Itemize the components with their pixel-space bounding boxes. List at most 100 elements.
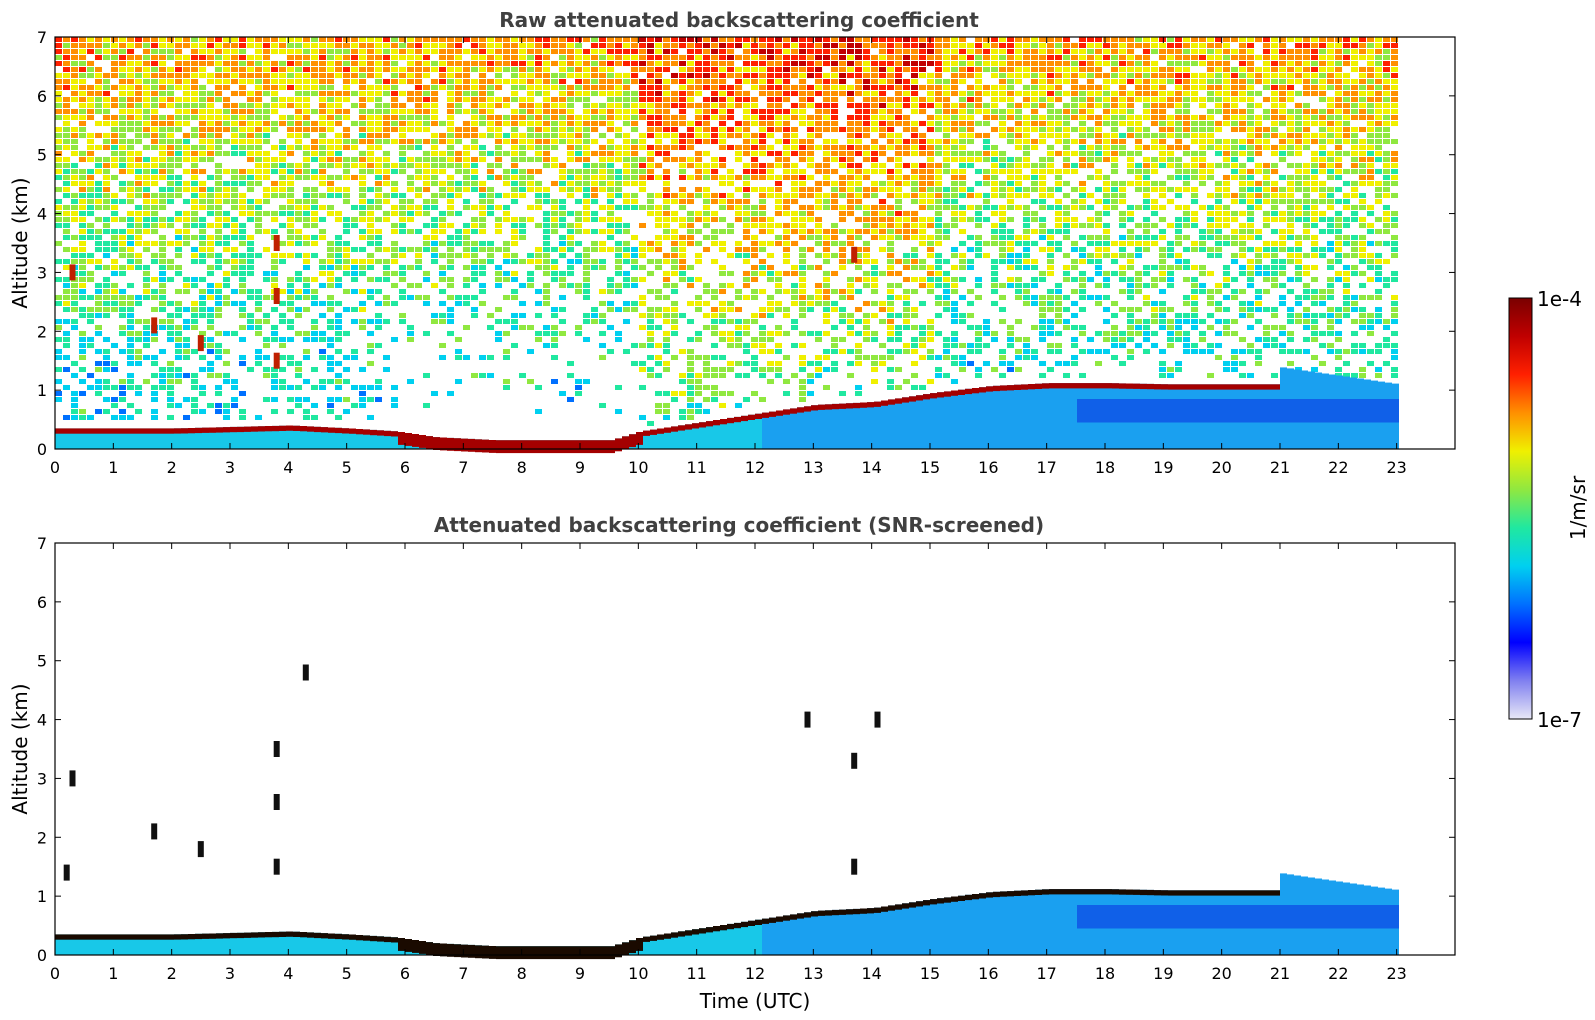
noise-cell bbox=[423, 163, 430, 168]
noise-cell bbox=[519, 181, 526, 186]
noise-cell bbox=[919, 163, 926, 168]
noise-cell bbox=[527, 37, 534, 42]
noise-cell bbox=[991, 187, 998, 192]
noise-cell bbox=[695, 379, 702, 384]
noise-cell bbox=[999, 247, 1006, 252]
noise-cell bbox=[711, 97, 718, 102]
noise-cell bbox=[479, 91, 486, 96]
noise-cell bbox=[199, 109, 206, 114]
noise-cell bbox=[135, 43, 142, 48]
noise-cell bbox=[495, 205, 502, 210]
noise-cell bbox=[967, 247, 974, 252]
noise-cell bbox=[183, 283, 190, 288]
noise-cell bbox=[815, 217, 822, 222]
noise-cell bbox=[263, 211, 270, 216]
noise-cell bbox=[599, 217, 606, 222]
noise-cell bbox=[975, 61, 982, 66]
noise-cell bbox=[111, 61, 118, 66]
noise-cell bbox=[735, 67, 742, 72]
noise-cell bbox=[855, 85, 862, 90]
noise-cell bbox=[719, 145, 726, 150]
noise-cell bbox=[247, 145, 254, 150]
noise-cell bbox=[551, 61, 558, 66]
noise-cell bbox=[943, 307, 950, 312]
noise-cell bbox=[695, 127, 702, 132]
noise-cell bbox=[247, 151, 254, 156]
noise-cell bbox=[295, 139, 302, 144]
noise-cell bbox=[335, 331, 342, 336]
noise-cell bbox=[247, 181, 254, 186]
noise-cell bbox=[263, 55, 270, 60]
noise-cell bbox=[79, 331, 86, 336]
noise-cell bbox=[775, 103, 782, 108]
noise-cell bbox=[311, 85, 318, 90]
noise-cell bbox=[503, 253, 510, 258]
noise-cell bbox=[231, 181, 238, 186]
noise-cell bbox=[223, 73, 230, 78]
noise-cell bbox=[663, 97, 670, 102]
noise-cell bbox=[839, 307, 846, 312]
noise-cell bbox=[311, 289, 318, 294]
noise-cell bbox=[487, 247, 494, 252]
noise-cell bbox=[487, 169, 494, 174]
noise-cell bbox=[471, 277, 478, 282]
noise-cell bbox=[591, 127, 598, 132]
noise-cell bbox=[95, 121, 102, 126]
noise-cell bbox=[391, 241, 398, 246]
noise-cell bbox=[855, 115, 862, 120]
noise-cell bbox=[247, 217, 254, 222]
noise-cell bbox=[79, 127, 86, 132]
noise-cell bbox=[615, 109, 622, 114]
noise-cell bbox=[799, 115, 806, 120]
noise-cell bbox=[535, 121, 542, 126]
noise-cell bbox=[639, 385, 646, 390]
noise-cell bbox=[87, 109, 94, 114]
noise-cell bbox=[831, 121, 838, 126]
noise-cell bbox=[367, 127, 374, 132]
noise-cell bbox=[127, 415, 134, 420]
noise-cell bbox=[359, 37, 366, 42]
noise-cell bbox=[527, 109, 534, 114]
noise-cell bbox=[207, 295, 214, 300]
noise-cell bbox=[927, 175, 934, 180]
noise-cell bbox=[575, 175, 582, 180]
noise-cell bbox=[431, 145, 438, 150]
noise-cell bbox=[191, 85, 198, 90]
noise-cell bbox=[135, 187, 142, 192]
noise-cell bbox=[399, 49, 406, 54]
noise-cell bbox=[103, 277, 110, 282]
noise-cell bbox=[799, 55, 806, 60]
noise-cell bbox=[551, 73, 558, 78]
noise-cell bbox=[759, 91, 766, 96]
noise-cell bbox=[719, 193, 726, 198]
noise-cell bbox=[879, 133, 886, 138]
noise-cell bbox=[367, 295, 374, 300]
noise-cell bbox=[671, 247, 678, 252]
noise-cell bbox=[831, 193, 838, 198]
noise-cell bbox=[879, 55, 886, 60]
noise-cell bbox=[967, 151, 974, 156]
noise-cell bbox=[495, 283, 502, 288]
noise-cell bbox=[847, 259, 854, 264]
noise-cell bbox=[111, 121, 118, 126]
noise-cell bbox=[63, 145, 70, 150]
noise-cell bbox=[527, 283, 534, 288]
noise-cell bbox=[607, 157, 614, 162]
noise-cell bbox=[751, 67, 758, 72]
noise-cell bbox=[543, 259, 550, 264]
noise-cell bbox=[583, 313, 590, 318]
noise-cell bbox=[815, 223, 822, 228]
noise-cell bbox=[519, 121, 526, 126]
noise-cell bbox=[935, 73, 942, 78]
noise-cell bbox=[463, 121, 470, 126]
noise-cell bbox=[119, 61, 126, 66]
noise-cell bbox=[511, 157, 518, 162]
noise-cell bbox=[639, 313, 646, 318]
noise-cell bbox=[927, 139, 934, 144]
noise-cell bbox=[799, 259, 806, 264]
noise-cell bbox=[151, 139, 158, 144]
noise-cell bbox=[527, 85, 534, 90]
noise-cell bbox=[247, 97, 254, 102]
noise-cell bbox=[295, 73, 302, 78]
noise-cell bbox=[407, 217, 414, 222]
